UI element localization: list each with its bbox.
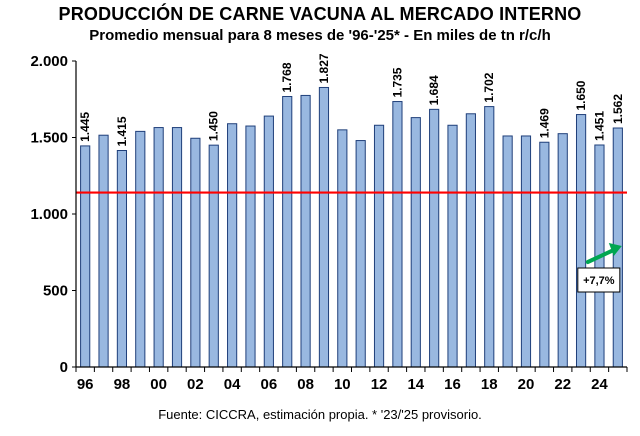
bar <box>263 115 274 368</box>
data-label: 1.768 <box>280 62 294 92</box>
trend-arrow-head <box>608 243 622 256</box>
x-tick-label: 20 <box>518 376 535 393</box>
x-tick-label: 04 <box>224 376 241 393</box>
data-label: 1.562 <box>611 94 625 124</box>
bar <box>557 133 568 368</box>
bar <box>337 129 348 368</box>
x-tick-label: 02 <box>187 376 204 393</box>
bar <box>520 135 532 368</box>
data-label: 1.735 <box>390 67 404 97</box>
bar <box>465 113 476 368</box>
bar <box>373 124 385 368</box>
x-tick-label: 98 <box>114 376 131 393</box>
x-tick-label: 12 <box>371 376 388 393</box>
data-label: 1.702 <box>482 72 496 102</box>
data-label: 1.451 <box>592 111 606 141</box>
data-label: 1.450 <box>207 111 221 141</box>
x-tick-label: 14 <box>407 376 424 393</box>
chart-source-note: Fuente: CICCRA, estimación propia. * '23… <box>158 407 482 422</box>
annotation-box <box>577 267 621 293</box>
data-label: 1.650 <box>574 80 588 110</box>
x-tick-label: 00 <box>150 376 167 393</box>
bar <box>190 137 201 368</box>
bar <box>153 127 164 368</box>
bar <box>447 124 458 368</box>
bar <box>318 86 330 368</box>
data-label: 1.415 <box>115 116 129 146</box>
bar <box>355 140 366 368</box>
data-label: 1.469 <box>537 108 551 138</box>
bar <box>484 106 495 368</box>
bar <box>392 101 403 368</box>
bar <box>575 114 587 368</box>
x-tick-label: 06 <box>261 376 278 393</box>
bar <box>282 96 293 368</box>
data-label: 1.445 <box>78 112 92 142</box>
bar <box>227 123 238 368</box>
y-axis-tick-labels: 0 500 1.000 1.500 2.000 <box>30 53 68 376</box>
x-tick-label: 22 <box>554 376 571 393</box>
chart-title: PRODUCCIÓN DE CARNE VACUNA AL MERCADO IN… <box>58 4 582 24</box>
bar <box>116 150 128 368</box>
bar <box>208 144 219 368</box>
x-tick-label: 10 <box>334 376 351 393</box>
x-tick-label: 08 <box>297 376 314 393</box>
bar <box>245 125 256 368</box>
data-label: 1.684 <box>427 75 441 105</box>
bar <box>171 127 183 368</box>
annotation-text: +7,7% <box>583 275 615 287</box>
axes <box>72 60 628 372</box>
data-labels: 1.445 1.415 1.450 1.768 1.827 1.735 1.684 1.702… <box>78 53 625 146</box>
bar <box>502 135 513 368</box>
x-tick-label: 16 <box>444 376 461 393</box>
bar <box>539 141 550 368</box>
y-tick-label: 1.000 <box>30 206 68 223</box>
y-tick-label: 1.500 <box>30 130 68 147</box>
bar <box>98 134 109 368</box>
x-tick-label: 96 <box>77 376 94 393</box>
y-tick-label: 500 <box>43 283 68 300</box>
y-tick-label: 0 <box>60 359 68 376</box>
x-tick-label: 24 <box>591 376 608 393</box>
x-tick-label: 18 <box>481 376 498 393</box>
data-label: 1.827 <box>317 53 331 83</box>
bars <box>80 86 623 368</box>
bar <box>80 145 91 368</box>
bar <box>410 117 421 368</box>
annotation-group: +7,7% <box>577 243 622 293</box>
trend-arrow-shaft <box>585 247 617 264</box>
y-tick-label: 2.000 <box>30 53 68 70</box>
bar <box>135 130 146 368</box>
bar <box>300 94 311 368</box>
chart-subtitle: Promedio mensual para 8 meses de '96-'25… <box>89 27 551 44</box>
x-axis-tick-labels: 96 98 00 02 04 06 08 10 12 14 16 18 20 22 24 <box>77 376 609 393</box>
bar <box>429 108 440 368</box>
